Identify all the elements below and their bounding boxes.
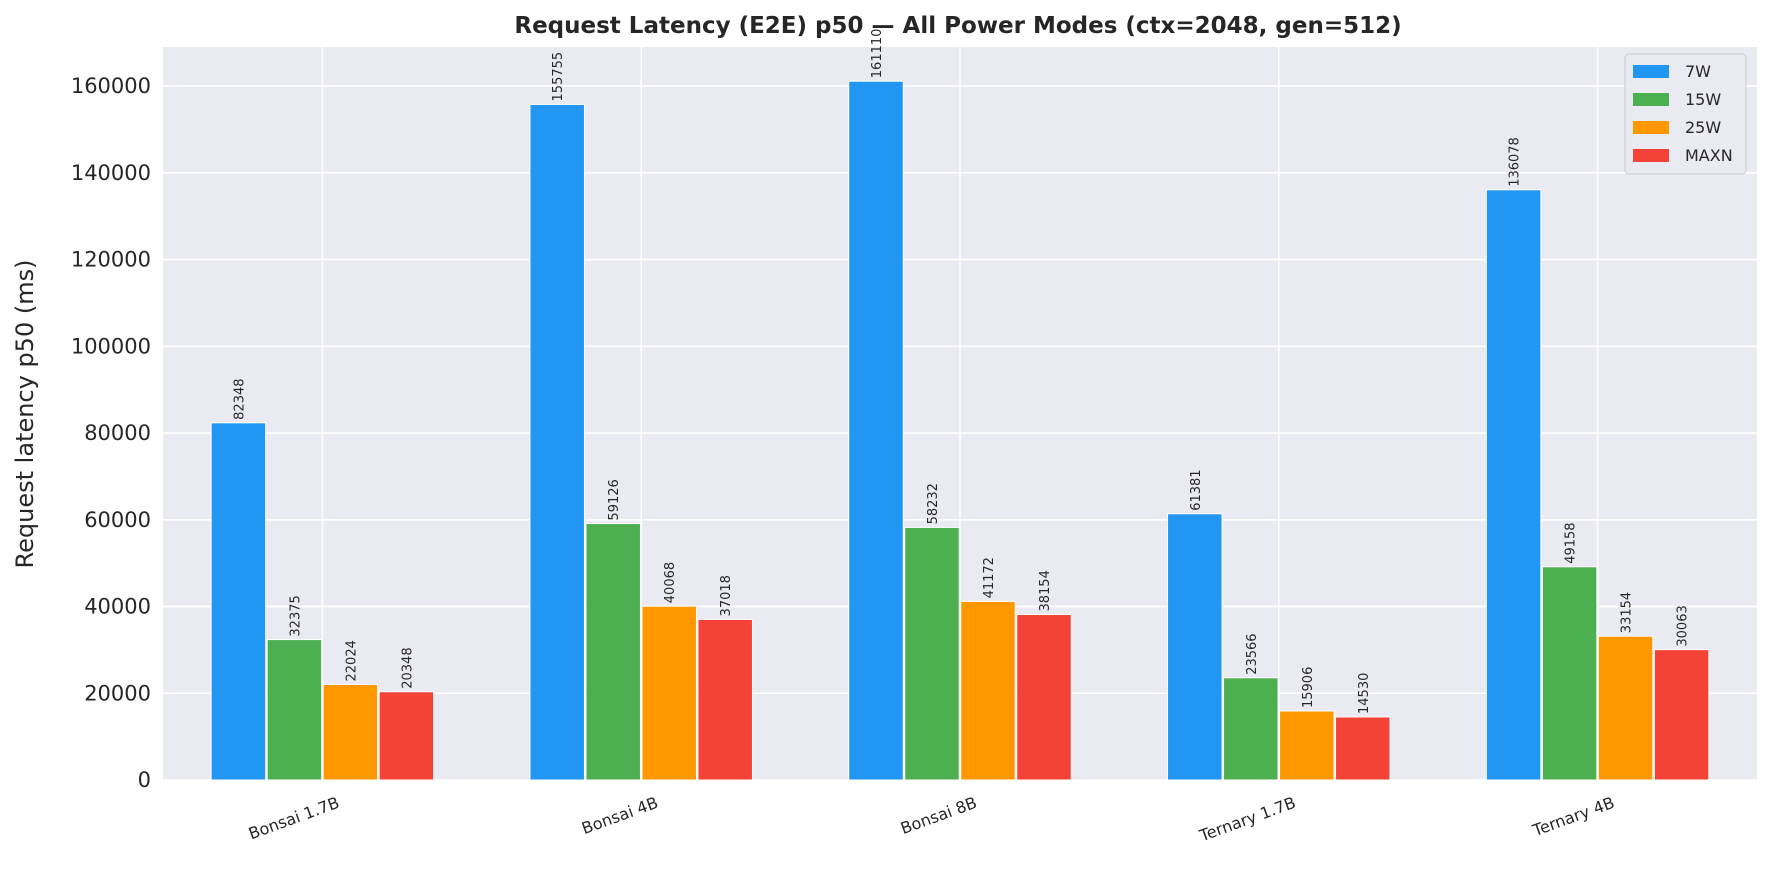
bar [1485, 189, 1542, 781]
bar-value-label: 49158 [1564, 522, 1579, 563]
bar-value-label: 136078 [1508, 137, 1523, 187]
y-tick-label: 100000 [71, 334, 151, 358]
legend-swatch [1633, 149, 1669, 162]
y-tick-label: 60000 [84, 508, 151, 532]
bar-value-label: 32375 [288, 595, 303, 636]
bar [1279, 710, 1335, 781]
bar [266, 639, 323, 781]
y-tick-label: 20000 [84, 681, 151, 705]
bar-value-label: 155755 [551, 52, 566, 102]
bar-value-label: 20348 [400, 647, 415, 688]
y-tick-label: 120000 [71, 248, 151, 272]
bar-value-label: 15906 [1301, 667, 1316, 708]
bar [904, 526, 960, 781]
y-tick-label: 160000 [71, 74, 151, 98]
x-tick-label: Bonsai 8B [898, 793, 979, 838]
legend-label: MAXN [1685, 146, 1733, 165]
bar [1167, 513, 1223, 781]
bar [1597, 635, 1654, 781]
y-tick-label: 140000 [71, 161, 151, 185]
bar-value-label: 58232 [926, 483, 941, 524]
bar-value-label: 30063 [1676, 605, 1691, 646]
bar-value-label: 33154 [1620, 592, 1635, 633]
chart-title: Request Latency (E2E) p50 — All Power Mo… [514, 13, 1401, 39]
x-tick-label: Bonsai 4B [579, 793, 660, 838]
bar [210, 422, 267, 781]
bar [1016, 614, 1072, 781]
bar-value-label: 38154 [1038, 570, 1053, 611]
bar-value-label: 22024 [344, 640, 359, 681]
legend-label: 25W [1685, 118, 1721, 137]
y-axis-ticks: 0 20000 40000 60000 80000 100000 120000 140000 1… [71, 74, 151, 792]
bar [697, 618, 753, 781]
bar [322, 683, 379, 781]
bar [641, 605, 697, 781]
bar [378, 691, 435, 781]
bar-value-label: 61381 [1189, 469, 1204, 510]
legend-swatch [1633, 93, 1669, 106]
bar [1541, 566, 1598, 781]
bar-value-label: 40068 [663, 562, 678, 603]
bars [210, 80, 1710, 781]
bar [848, 80, 904, 781]
bar-value-label: 161110 [870, 29, 885, 79]
y-tick-label: 0 [138, 768, 151, 792]
bar-value-label: 41172 [982, 557, 997, 598]
x-axis-ticks: Bonsai 1.7B Bonsai 4B Bonsai 8B Ternary 1.7… [246, 793, 1617, 846]
bar [960, 600, 1016, 781]
y-tick-label: 80000 [84, 421, 151, 445]
x-tick-label: Bonsai 1.7B [246, 793, 342, 843]
bar-value-label: 59126 [607, 479, 622, 520]
bar-value-label: 37018 [719, 575, 734, 616]
legend-swatch [1633, 121, 1669, 134]
bar-value-labels: 82348 155755 161110 61381 136078 32375 59126 58… [232, 29, 1690, 714]
legend-label: 15W [1685, 90, 1721, 109]
bar [529, 103, 585, 781]
y-tick-label: 40000 [84, 595, 151, 619]
bar-value-label: 23566 [1245, 633, 1260, 674]
bar-value-label: 14530 [1357, 673, 1372, 714]
legend: 7W 15W 25W MAXN [1624, 53, 1747, 175]
bar [585, 523, 641, 781]
bar [1335, 716, 1391, 781]
legend-swatch [1633, 65, 1669, 78]
legend-box [1624, 53, 1747, 175]
x-tick-label: Ternary 1.7B [1196, 793, 1298, 846]
bar [1223, 677, 1279, 781]
x-tick-label: Ternary 4B [1529, 793, 1617, 840]
y-axis-label: Request latency p50 (ms) [11, 260, 39, 569]
legend-label: 7W [1685, 62, 1711, 81]
bar [1653, 649, 1710, 781]
bar-value-label: 82348 [232, 378, 247, 419]
